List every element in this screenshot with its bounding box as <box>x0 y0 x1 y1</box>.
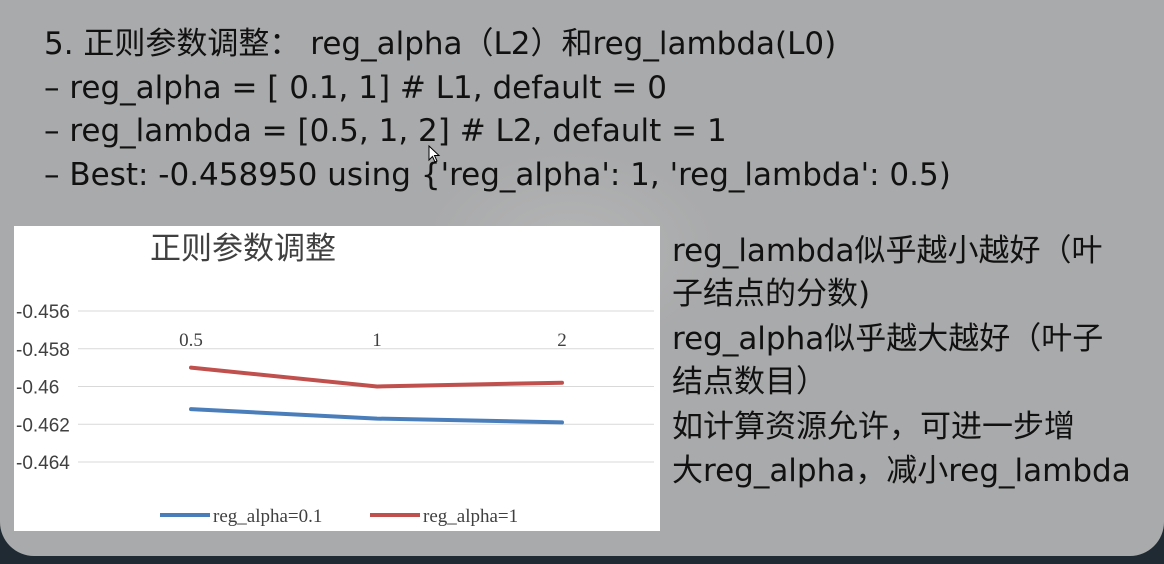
legend-label: reg_alpha=1 <box>423 506 518 527</box>
chart-title: 正则参数调整 <box>150 231 336 267</box>
note-line-1: reg_lambda似乎越小越好（叶 <box>672 233 1103 269</box>
bullet-reg-lambda: – reg_lambda = [0.5, 1, 2] # L2, default… <box>44 113 727 149</box>
slide-heading: 5. 正则参数调整： reg_alpha（L2）和reg_lambda(L0) <box>44 26 837 62</box>
note-line-3: reg_alpha似乎越大越好（叶子 <box>672 321 1104 357</box>
mouse-cursor-icon <box>428 145 441 163</box>
x-category-label: 0.5 <box>179 330 203 351</box>
note-line-4: 结点数目） <box>672 364 827 400</box>
y-tick-label: -0.46 <box>16 378 59 399</box>
y-tick-label: -0.456 <box>16 302 70 323</box>
series-line-2 <box>189 365 564 389</box>
series-lines <box>189 365 564 425</box>
x-category-label: 2 <box>557 330 567 351</box>
x-axis-categories: 0.5 1 2 <box>179 330 567 351</box>
note-line-5: 如计算资源允许，可进一步增 <box>672 409 1075 445</box>
x-category-label: 1 <box>372 330 382 351</box>
note-line-2: 子结点的分数) <box>672 276 871 312</box>
legend-label: reg_alpha=0.1 <box>213 506 322 527</box>
bullet-best: – Best: -0.458950 using {'reg_alpha': 1,… <box>44 157 951 193</box>
note-line-6: 大reg_alpha，减小reg_lambda <box>672 453 1131 489</box>
legend: reg_alpha=0.1 reg_alpha=1 <box>160 506 518 527</box>
y-tick-label: -0.464 <box>16 453 70 474</box>
line-chart: 正则参数调整 -0.456 -0.458 -0.46 -0.462 -0.464 0.5… <box>14 226 660 531</box>
y-axis-ticks: -0.456 -0.458 -0.46 -0.462 -0.464 <box>16 302 70 474</box>
bullet-reg-alpha: – reg_alpha = [ 0.1, 1] # L1, default = … <box>44 70 667 106</box>
chart-canvas: 正则参数调整 -0.456 -0.458 -0.46 -0.462 -0.464 0.5… <box>16 231 654 527</box>
y-tick-label: -0.462 <box>16 415 70 436</box>
series-line-1 <box>189 407 564 425</box>
y-tick-label: -0.458 <box>16 340 70 361</box>
